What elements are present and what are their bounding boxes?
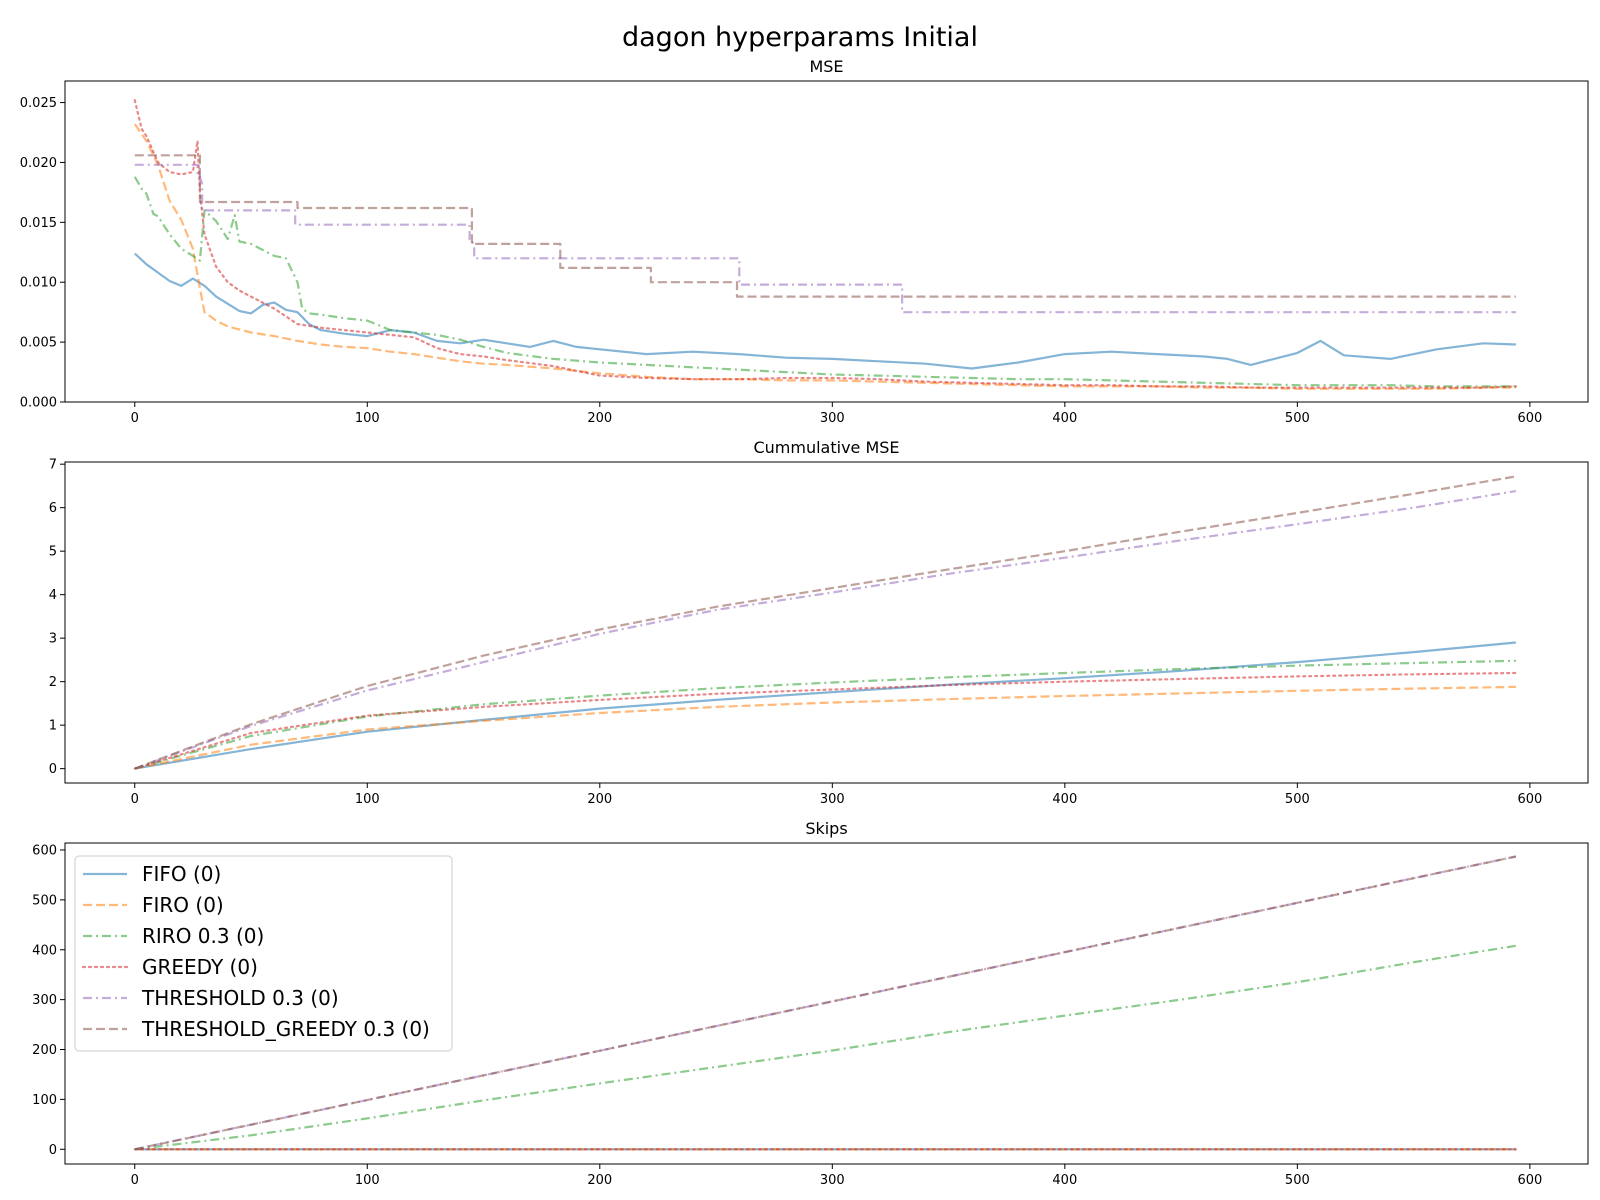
mse-x-tick-label: 500 xyxy=(1285,411,1310,426)
cumulative-mse-x-tick-label: 0 xyxy=(131,792,139,807)
cumulative-mse-y-tick-label: 1 xyxy=(49,719,57,734)
skips-x-tick-label: 100 xyxy=(355,1173,380,1188)
skips-x-tick-label: 400 xyxy=(1052,1173,1077,1188)
cumulative-mse-series-threshold xyxy=(134,490,1517,770)
skips-y-tick-label: 600 xyxy=(32,843,57,858)
cumulative-mse-series-greedy xyxy=(133,671,1518,770)
cumulative-mse-series-riro xyxy=(134,659,1516,770)
mse-x-tick-label: 200 xyxy=(587,411,612,426)
skips-plot-area xyxy=(133,855,1518,1151)
skips-y-tick-label: 0 xyxy=(49,1143,57,1158)
mse-x-tick-label: 100 xyxy=(355,411,380,426)
skips-axes-frame xyxy=(64,842,1589,1165)
cumulative-mse-axes-frame xyxy=(64,461,1589,784)
mse-axes-frame xyxy=(64,80,1589,403)
skips-y-tick-label: 400 xyxy=(32,943,57,958)
cumulative-mse-x-tick-label: 400 xyxy=(1052,792,1077,807)
cumulative-mse-y-tick-label: 0 xyxy=(49,762,57,777)
mse-plot-area xyxy=(133,99,1518,390)
skips-series-threshold-greedy xyxy=(134,855,1517,1151)
mse-panel-title: MSE xyxy=(809,57,843,76)
mse-y-tick-label: 0.005 xyxy=(20,336,57,351)
cumulative-mse-y-tick-label: 7 xyxy=(49,458,57,473)
cumulative-mse-panel-title: Cummulative MSE xyxy=(753,438,899,457)
mse-x-tick-label: 300 xyxy=(820,411,845,426)
legend-label: FIRO (0) xyxy=(142,893,224,917)
cumulative-mse-y-tick-label: 6 xyxy=(49,501,57,516)
mse-y-tick-label: 0.020 xyxy=(20,156,57,171)
skips-y-tick-label: 100 xyxy=(32,1093,57,1108)
legend-box xyxy=(74,855,453,1052)
mse-series-fifo xyxy=(134,252,1516,370)
cumulative-mse-plot-area xyxy=(133,475,1518,770)
skips-panel-title: Skips xyxy=(805,819,847,838)
cumulative-mse-series-fifo xyxy=(134,641,1517,770)
mse-series-greedy xyxy=(133,99,1518,389)
skips-y-tick-label: 200 xyxy=(32,1043,57,1058)
cumulative-mse-x-tick-label: 600 xyxy=(1517,792,1542,807)
skips-x-tick-label: 300 xyxy=(820,1173,845,1188)
cumulative-mse-panel: Cummulative MSE 0 100 200 300 400 500 600 0 1 2 3 4… xyxy=(49,438,1589,807)
skips-y-tick-label: 300 xyxy=(32,993,57,1008)
cumulative-mse-x-tick-label: 100 xyxy=(355,792,380,807)
skips-x-tick-label: 600 xyxy=(1517,1173,1542,1188)
legend-label: THRESHOLD 0.3 (0) xyxy=(141,986,339,1010)
legend-label: RIRO 0.3 (0) xyxy=(142,924,264,948)
cumulative-mse-series-firo xyxy=(134,685,1516,770)
cumulative-mse-x-tick-label: 200 xyxy=(587,792,612,807)
mse-series-riro xyxy=(133,176,1516,388)
legend-label: FIFO (0) xyxy=(142,862,221,886)
skips-panel: Skips 0 100 200 300 400 500 600 0 100 200 300 400 50… xyxy=(32,819,1589,1188)
cumulative-mse-x-tick-label: 500 xyxy=(1285,792,1310,807)
cumulative-mse-y-tick-label: 4 xyxy=(49,588,57,603)
mse-y-tick-label: 0.015 xyxy=(20,216,57,231)
cumulative-mse-y-tick-label: 3 xyxy=(49,632,57,647)
legend-label: GREEDY (0) xyxy=(142,955,258,979)
skips-x-tick-label: 200 xyxy=(587,1173,612,1188)
cumulative-mse-series-threshold-greedy xyxy=(134,475,1517,770)
skips-series-riro xyxy=(134,944,1517,1151)
cumulative-mse-y-tick-label: 5 xyxy=(49,545,57,560)
skips-y-tick-label: 500 xyxy=(32,893,57,908)
legend-label: THRESHOLD_GREEDY 0.3 (0) xyxy=(141,1017,430,1041)
mse-y-tick-label: 0.010 xyxy=(20,276,57,291)
cumulative-mse-x-tick-label: 300 xyxy=(820,792,845,807)
mse-series-firo xyxy=(133,123,1516,390)
skips-x-tick-label: 0 xyxy=(131,1173,139,1188)
mse-y-tick-label: 0.025 xyxy=(20,96,57,111)
mse-x-tick-label: 0 xyxy=(131,411,139,426)
figure-title: dagon hyperparams Initial xyxy=(622,22,978,53)
mse-y-tick-label: 0.000 xyxy=(20,396,57,411)
mse-x-tick-label: 600 xyxy=(1517,411,1542,426)
mse-x-tick-label: 400 xyxy=(1052,411,1077,426)
skips-x-tick-label: 500 xyxy=(1285,1173,1310,1188)
mse-panel: MSE 0 100 200 300 400 500 600 0.000 0.005 0.010 0.… xyxy=(20,57,1589,426)
cumulative-mse-y-tick-label: 2 xyxy=(49,675,57,690)
mse-series-threshold-greedy xyxy=(134,154,1516,298)
legend: FIFO (0) FIRO (0) RIRO 0.3 (0) GREEDY (0) TH… xyxy=(74,855,453,1052)
